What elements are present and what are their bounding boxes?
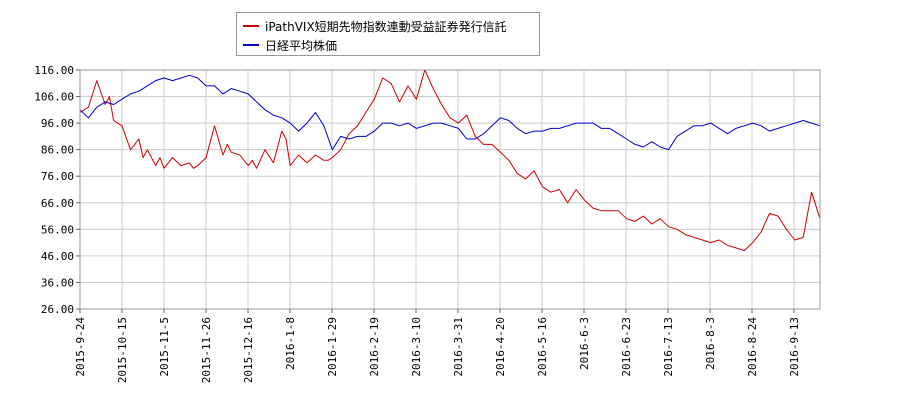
x-tick-label: 2016-5-16 [536, 317, 549, 377]
x-tick-label: 2016-8-3 [704, 317, 717, 370]
x-tick-label: 2016-9-13 [788, 317, 801, 377]
y-tick-label: 96.00 [41, 117, 74, 130]
y-tick-label: 86.00 [41, 144, 74, 157]
plot-frame [79, 69, 821, 310]
y-tick-labels: 116.00 106.00 96.00 86.00 76.00 66.00 56.00 46.… [34, 64, 74, 316]
y-tick-label: 106.00 [34, 91, 74, 104]
series-line-1 [79, 74, 821, 151]
legend-swatch-0 [243, 25, 259, 27]
x-tick-label: 2015-11-26 [200, 317, 213, 383]
x-tick-label: 2016-8-24 [746, 317, 759, 377]
x-tick-label: 2015-11-5 [158, 317, 171, 377]
x-tick-label: 2015-12-16 [242, 317, 255, 383]
x-tick-label: 2016-2-19 [368, 317, 381, 377]
legend-item-1: 日経平均株価 [243, 36, 337, 54]
x-tick-label: 2016-1-8 [284, 317, 297, 370]
y-tick-label: 116.00 [34, 64, 74, 77]
axes [76, 69, 821, 313]
x-tick-labels: 2015-9-24 2015-10-15 2015-11-5 2015-11-26 20… [74, 317, 801, 384]
x-tick-label: 2016-1-29 [326, 317, 339, 377]
x-tick-label: 2016-6-23 [620, 317, 633, 377]
y-tick-label: 56.00 [41, 223, 74, 236]
series-layer [79, 69, 821, 252]
series-line-0 [79, 69, 821, 252]
legend: iPathVIX短期先物指数連動受益証券発行信託 日経平均株価 [236, 12, 540, 56]
x-tick-label: 2016-3-31 [452, 317, 465, 377]
x-tick-label: 2016-7-13 [662, 317, 675, 377]
legend-swatch-1 [243, 44, 259, 46]
x-tick-label: 2016-4-20 [494, 317, 507, 377]
y-tick-label: 66.00 [41, 197, 74, 210]
y-tick-label: 36.00 [41, 276, 74, 289]
x-tick-label: 2016-6-3 [578, 317, 591, 370]
y-tick-label: 76.00 [41, 170, 74, 183]
x-tick-label: 2015-10-15 [116, 317, 129, 383]
legend-label-1: 日経平均株価 [265, 38, 338, 53]
legend-label-0: iPathVIX短期先物指数連動受益証券発行信託 [265, 19, 507, 34]
x-tick-label: 2015-9-24 [74, 317, 87, 377]
y-tick-label: 46.00 [41, 250, 74, 263]
legend-item-0: iPathVIX短期先物指数連動受益証券発行信託 [243, 17, 507, 35]
x-tick-label: 2016-3-10 [410, 317, 423, 377]
y-tick-label: 26.00 [41, 303, 74, 316]
grid [79, 69, 820, 310]
